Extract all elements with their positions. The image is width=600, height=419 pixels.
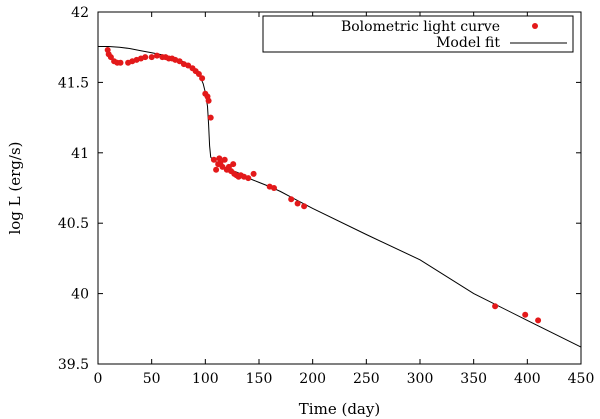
legend-box: [262, 15, 574, 53]
y-tick-label: 40.5: [58, 216, 89, 232]
data-point: [185, 62, 192, 69]
y-tick-label: 39.5: [58, 357, 89, 373]
data-point: [205, 97, 212, 104]
data-point: [522, 311, 529, 318]
data-point: [117, 59, 124, 66]
data-point: [154, 52, 160, 59]
x-tick-label: 350: [460, 371, 487, 387]
data-point: [535, 317, 542, 324]
data-point: [245, 175, 252, 182]
y-tick-label: 41.5: [58, 75, 89, 91]
data-point: [210, 156, 217, 163]
data-point: [219, 163, 226, 170]
x-tick-label: 450: [568, 371, 595, 387]
data-point: [213, 166, 220, 173]
x-tick-label: 100: [192, 371, 219, 387]
x-tick-label: 250: [353, 371, 380, 387]
y-tick-label: 41: [71, 146, 89, 162]
x-tick-label: 150: [246, 371, 273, 387]
data-point: [221, 156, 228, 163]
data-point: [142, 54, 149, 61]
x-tick-label: 400: [514, 371, 541, 387]
data-point: [207, 114, 214, 121]
x-tick-label: 200: [299, 371, 326, 387]
y-axis-label: log L (erg/s): [6, 141, 24, 234]
x-tick-label: 300: [407, 371, 434, 387]
legend-marker-bolometric: [532, 23, 538, 29]
data-point: [294, 200, 301, 207]
data-point: [176, 58, 183, 65]
data-point: [301, 203, 308, 210]
data-point: [271, 185, 277, 191]
data-point: [199, 75, 206, 82]
data-point: [492, 303, 499, 310]
y-tick-label: 42: [71, 5, 89, 21]
data-point: [107, 54, 114, 61]
model-fit-layer: [98, 46, 582, 348]
data-point: [148, 54, 155, 61]
data-point: [288, 196, 295, 203]
data-point: [230, 161, 237, 168]
legend-label-model: Model fit: [436, 35, 500, 51]
x-axis-label: Time (day): [299, 400, 380, 418]
x-tick-label: 50: [143, 371, 161, 387]
y-tick-label: 40: [71, 287, 89, 303]
model-fit-line: [98, 46, 582, 348]
legend: Bolometric light curve Model fit: [262, 15, 574, 53]
x-tick-label: 0: [94, 371, 103, 387]
data-point: [195, 71, 202, 77]
data-point: [250, 170, 257, 177]
plot-frame: [97, 11, 582, 365]
legend-label-bolometric: Bolometric light curve: [341, 19, 500, 35]
tick-labels: 0 50 100 150 200 250 300 350 400 450 39.5 40 40.5 41 4…: [58, 5, 595, 387]
data-points-layer: [104, 47, 542, 324]
